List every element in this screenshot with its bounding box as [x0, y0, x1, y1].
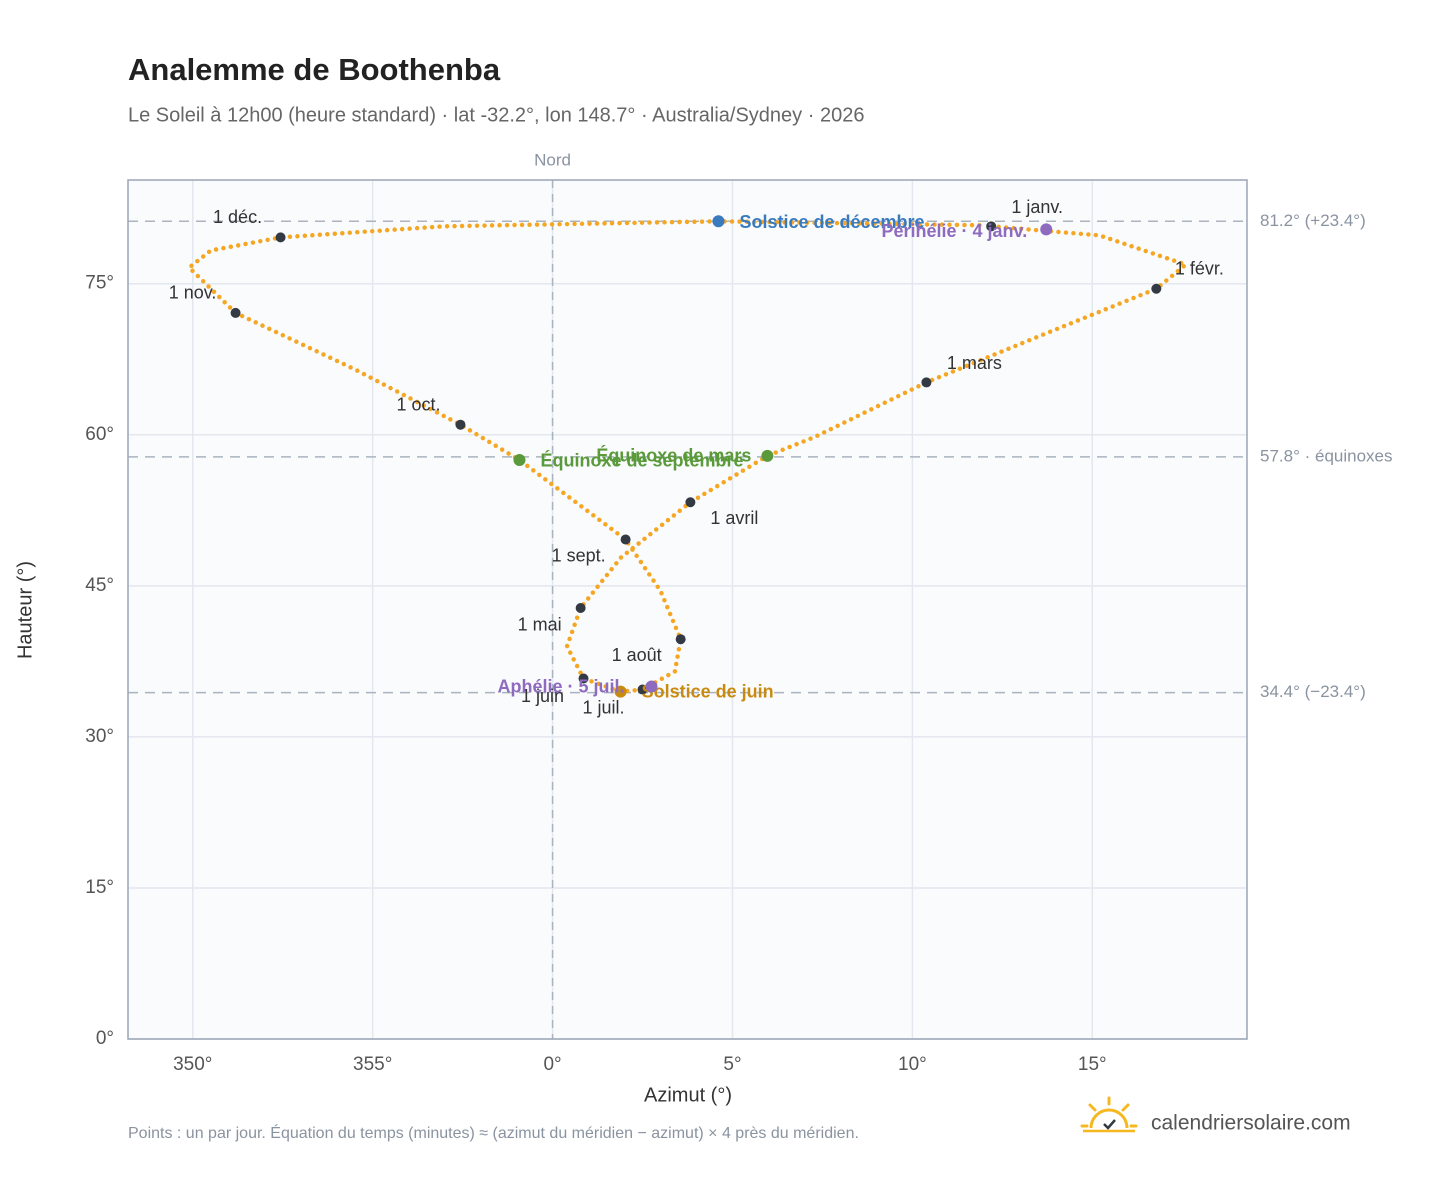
month-marker — [637, 684, 648, 695]
chart-subtitle: Le Soleil à 12h00 (heure standard) · lat… — [128, 104, 864, 126]
month-label: 1 janv. — [1011, 197, 1063, 217]
x-tick-label: 355° — [353, 1054, 392, 1075]
y-tick-label: 75° — [85, 273, 114, 294]
x-tick-label: 350° — [173, 1054, 212, 1075]
brand-name: calendriersolaire.com — [1151, 1112, 1351, 1135]
month-marker — [575, 602, 586, 613]
event-label: Solstice de juin — [642, 681, 774, 701]
chart-title: Analemme de Boothenba — [128, 52, 501, 87]
month-label: 1 févr. — [1175, 259, 1224, 279]
x-tick-label: 10° — [898, 1054, 927, 1075]
month-marker — [230, 307, 241, 318]
y-axis-title: Hauteur (°) — [14, 561, 36, 659]
event-label: Solstice de décembre — [739, 212, 924, 232]
month-label: 1 déc. — [213, 207, 262, 227]
event-marker — [614, 685, 627, 698]
month-label: 1 oct. — [396, 394, 440, 414]
month-label: 1 juin — [521, 686, 564, 706]
plot-layer: 1 janv. 1 févr. 1 mars 1 avril 1 mai 1 juin 1 … — [128, 180, 1247, 1040]
month-marker — [1151, 283, 1162, 294]
month-marker — [685, 497, 696, 508]
y-tick-label: 30° — [85, 726, 114, 747]
month-label: 1 sept. — [552, 545, 606, 565]
month-label: 1 août — [612, 645, 662, 665]
x-tick-label: 15° — [1078, 1054, 1107, 1075]
footnote: Points : un par jour. Équation du temps … — [128, 1123, 859, 1142]
event-label: Périhélie · 4 janv. — [881, 221, 1027, 241]
x-tick-label: 5° — [723, 1054, 741, 1075]
month-marker — [675, 634, 686, 645]
month-marker — [921, 377, 932, 388]
month-marker — [986, 221, 997, 232]
event-marker — [645, 680, 658, 693]
reference-label: 81.2° (+23.4°) — [1260, 211, 1366, 230]
month-label: 1 juil. — [583, 697, 625, 717]
month-label: 1 mars — [947, 353, 1002, 373]
month-label: 1 avril — [710, 508, 758, 528]
event-marker — [712, 215, 725, 228]
month-marker — [578, 673, 589, 684]
event-marker — [513, 453, 526, 466]
event-label: Aphélie · 5 juil. — [497, 676, 624, 696]
brand-logo — [1080, 1096, 1138, 1133]
month-marker — [620, 534, 631, 545]
event-label: Équinoxe de septembre — [540, 450, 743, 471]
y-tick-label: 45° — [85, 575, 114, 596]
reference-label: 34.4° (−23.4°) — [1260, 682, 1366, 701]
month-marker — [275, 232, 286, 243]
x-tick-label: 0° — [543, 1054, 561, 1075]
y-tick-label: 60° — [85, 424, 114, 445]
event-label: Équinoxe de mars — [596, 445, 751, 466]
reference-label: 57.8° · équinoxes — [1260, 446, 1393, 465]
month-marker — [455, 419, 466, 430]
y-tick-label: 15° — [85, 877, 114, 898]
event-marker — [761, 449, 774, 462]
x-axis-title: Azimut (°) — [644, 1084, 732, 1106]
north-label: Nord — [534, 150, 571, 169]
plot-area — [128, 180, 1247, 1039]
y-tick-label: 0° — [96, 1028, 114, 1049]
month-label: 1 nov. — [169, 283, 217, 303]
month-label: 1 mai — [518, 615, 562, 635]
event-marker — [1040, 223, 1053, 236]
plot-frame — [127, 179, 1248, 1040]
